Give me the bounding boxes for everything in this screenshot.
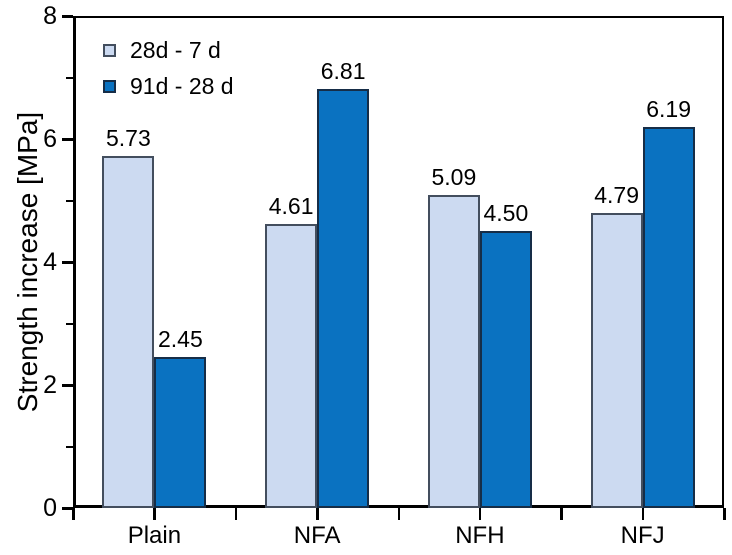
legend-label-series-1: 28d - 7 d xyxy=(130,37,221,63)
x-axis-tick xyxy=(153,508,156,520)
bar-value-label: 4.61 xyxy=(268,193,314,220)
bar-nfh-series-2 xyxy=(479,231,532,508)
y-axis-minor-tick xyxy=(66,445,73,448)
bar-plain-series-2 xyxy=(154,357,207,508)
bar-value-label: 4.50 xyxy=(483,200,529,227)
legend-label-series-2: 91d - 28 d xyxy=(130,73,234,99)
y-axis-minor-tick xyxy=(66,322,73,325)
bar-nfa-series-2 xyxy=(317,89,370,508)
bar-value-label: 5.73 xyxy=(105,124,151,151)
x-category-label: NFJ xyxy=(620,522,665,549)
y-axis-minor-tick xyxy=(66,76,73,79)
y-axis-minor-tick xyxy=(66,199,73,202)
legend-swatch-series-1 xyxy=(103,43,116,57)
bar-value-label: 2.45 xyxy=(157,326,203,353)
bar-value-label: 6.81 xyxy=(320,58,366,85)
bar-value-label: 5.09 xyxy=(431,163,477,190)
y-tick-label: 4 xyxy=(43,248,57,276)
y-tick-label: 6 xyxy=(43,125,57,153)
plot-frame xyxy=(73,16,724,508)
bar-nfj-series-2 xyxy=(642,127,695,508)
y-axis-major-tick xyxy=(62,15,73,18)
x-category-label: Plain xyxy=(127,522,182,549)
legend: 28d - 7 d 91d - 28 d xyxy=(103,38,234,98)
y-tick-label: 8 xyxy=(43,2,57,30)
x-axis-tick xyxy=(641,508,645,520)
y-axis-major-tick xyxy=(62,138,73,141)
x-axis-tick xyxy=(72,508,75,520)
y-axis-major-tick xyxy=(62,261,73,264)
bar-value-label: 4.79 xyxy=(594,182,639,209)
x-axis-tick xyxy=(397,508,400,520)
x-axis-tick xyxy=(316,508,319,520)
bar-plain-series-1 xyxy=(102,155,155,508)
y-axis-major-tick xyxy=(62,507,73,510)
y-axis-major-tick xyxy=(62,384,73,387)
bar-nfa-series-1 xyxy=(265,224,318,508)
bar-value-label: 6.19 xyxy=(646,96,691,123)
y-tick-label: 0 xyxy=(43,494,57,522)
x-category-label: NFH xyxy=(455,522,505,549)
legend-swatch-series-2 xyxy=(103,79,116,93)
x-axis-tick xyxy=(560,508,563,520)
x-category-label: NFA xyxy=(293,522,341,549)
y-tick-label: 2 xyxy=(43,371,57,399)
x-axis-tick xyxy=(478,508,482,520)
legend-item: 28d - 7 d xyxy=(103,38,234,62)
bar-nfj-series-1 xyxy=(590,213,643,508)
x-axis-tick xyxy=(234,508,238,520)
bar-nfh-series-1 xyxy=(427,194,480,508)
legend-item: 91d - 28 d xyxy=(103,74,234,98)
x-axis-tick xyxy=(723,508,726,520)
